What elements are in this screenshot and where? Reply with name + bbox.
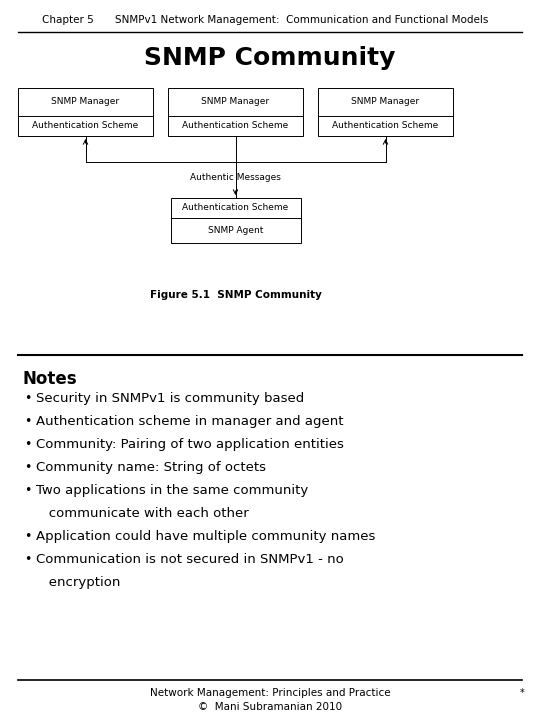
Text: SNMP Manager: SNMP Manager xyxy=(352,97,420,107)
Text: encryption: encryption xyxy=(36,576,120,589)
Text: Authentication Scheme: Authentication Scheme xyxy=(183,204,288,212)
Text: Authentication Scheme: Authentication Scheme xyxy=(333,122,438,130)
Bar xyxy=(168,88,303,136)
Text: Communication is not secured in SNMPv1 - no: Communication is not secured in SNMPv1 -… xyxy=(36,553,344,566)
Text: Authentication scheme in manager and agent: Authentication scheme in manager and age… xyxy=(36,415,343,428)
Text: •: • xyxy=(24,553,31,566)
Text: *: * xyxy=(519,688,524,698)
Text: Community: Pairing of two application entities: Community: Pairing of two application en… xyxy=(36,438,344,451)
Bar xyxy=(318,88,453,136)
Text: SNMP Agent: SNMP Agent xyxy=(208,226,263,235)
Text: Authentication Scheme: Authentication Scheme xyxy=(32,122,139,130)
Text: Community name: String of octets: Community name: String of octets xyxy=(36,461,266,474)
Text: •: • xyxy=(24,461,31,474)
Text: •: • xyxy=(24,438,31,451)
Text: •: • xyxy=(24,392,31,405)
Text: Notes: Notes xyxy=(22,370,77,388)
Text: Figure 5.1  SNMP Community: Figure 5.1 SNMP Community xyxy=(150,290,321,300)
Bar xyxy=(171,198,300,243)
Text: Network Management: Principles and Practice: Network Management: Principles and Pract… xyxy=(150,688,390,698)
Text: Authentic Messages: Authentic Messages xyxy=(190,174,281,182)
Text: •: • xyxy=(24,484,31,497)
Text: SNMP Community: SNMP Community xyxy=(144,46,396,70)
Text: Chapter 5: Chapter 5 xyxy=(42,15,94,25)
Text: SNMP Manager: SNMP Manager xyxy=(51,97,119,107)
Text: Application could have multiple community names: Application could have multiple communit… xyxy=(36,530,375,543)
Text: SNMPv1 Network Management:  Communication and Functional Models: SNMPv1 Network Management: Communication… xyxy=(115,15,488,25)
Text: SNMP Manager: SNMP Manager xyxy=(201,97,269,107)
Text: ©  Mani Subramanian 2010: © Mani Subramanian 2010 xyxy=(198,702,342,712)
Text: •: • xyxy=(24,415,31,428)
Text: •: • xyxy=(24,530,31,543)
Text: Authentication Scheme: Authentication Scheme xyxy=(183,122,288,130)
Text: Two applications in the same community: Two applications in the same community xyxy=(36,484,308,497)
Text: communicate with each other: communicate with each other xyxy=(36,507,249,520)
Bar xyxy=(18,88,153,136)
Text: Security in SNMPv1 is community based: Security in SNMPv1 is community based xyxy=(36,392,304,405)
